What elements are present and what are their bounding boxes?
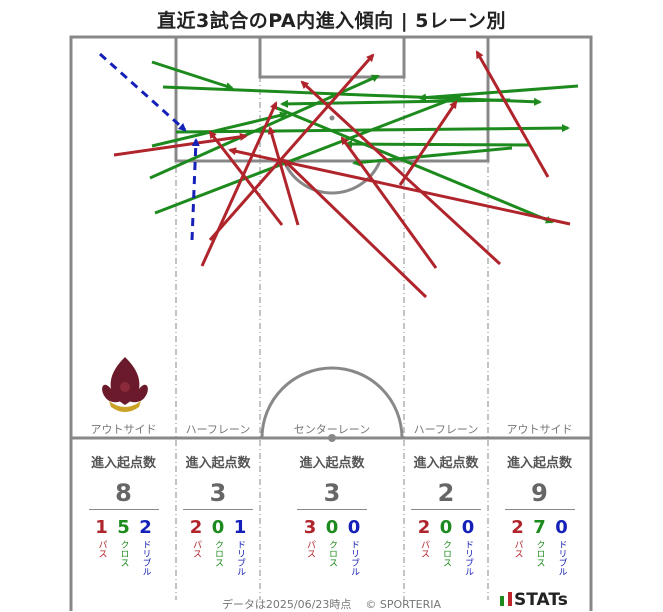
dribble-arrows — [99, 52, 200, 241]
pass-arrows — [113, 50, 571, 299]
pass-count: 2 — [511, 517, 524, 538]
dribble-count: 2 — [139, 517, 152, 538]
cross-count: 0 — [439, 517, 453, 538]
pass-label: パス — [96, 540, 107, 558]
stats-header: 進入起点数 — [185, 456, 251, 471]
brand-logo: STATs — [500, 590, 568, 610]
brand-text: STATs — [514, 590, 568, 610]
cross-label: クロス — [213, 540, 223, 567]
brand-bar-icon — [500, 596, 504, 606]
footer-date: データは2025/06/23時点 — [221, 598, 352, 611]
lane-stats-outside-left: 進入起点数 8 1 パス 5 クロス 2 ドリブル — [71, 452, 176, 576]
lane-stats-center: 進入起点数 3 3 パス 0 クロス 0 ドリブル — [260, 452, 404, 576]
cross-label: クロス — [441, 540, 451, 567]
dribble-label: ドリブル — [235, 540, 245, 576]
cross-count: 0 — [211, 517, 225, 538]
stats-header: 進入起点数 — [506, 456, 572, 471]
footer-copyright: © SPORTERIA — [365, 598, 442, 611]
stats-total: 8 — [88, 479, 159, 510]
stats-header: 進入起点数 — [299, 456, 365, 471]
lane-label-center: センターレーン — [293, 423, 371, 436]
pass-label: パス — [419, 540, 429, 558]
page-title: 直近3試合のPA内進入傾向 | 5レーン別 — [156, 10, 507, 32]
cross-label: クロス — [327, 540, 337, 567]
fleur-de-lis-crest — [102, 357, 148, 412]
lane-label-outside-right: アウトサイド — [506, 423, 573, 436]
dribble-label: ドリブル — [140, 540, 151, 576]
footer: データは2025/06/23時点 © SPORTERIA — [0, 596, 663, 612]
pass-count: 3 — [303, 517, 317, 538]
cross-count: 7 — [533, 517, 546, 538]
penalty-arc — [282, 160, 382, 195]
lane-stats-halfspace-right: 進入起点数 2 2 パス 0 クロス 0 ドリブル — [404, 452, 488, 576]
lane-label-outside-left: アウトサイド — [90, 423, 157, 436]
pass-count: 2 — [189, 517, 203, 538]
stats-total: 2 — [411, 479, 481, 510]
pass-label: パス — [512, 540, 523, 558]
dribble-label: ドリブル — [349, 540, 359, 576]
lane-stats-outside-right: 進入起点数 9 2 パス 7 クロス 0 ドリブル — [488, 452, 591, 576]
brand-bar-icon — [508, 592, 512, 606]
stats-total: 3 — [297, 479, 367, 510]
cross-label: クロス — [534, 540, 545, 567]
dribble-label: ドリブル — [556, 540, 567, 576]
cross-count: 0 — [325, 517, 339, 538]
pass-count: 2 — [417, 517, 431, 538]
dribble-count: 1 — [233, 517, 247, 538]
center-spot — [328, 434, 336, 442]
dribble-count: 0 — [555, 517, 568, 538]
lane-label-halfspace-right: ハーフレーン — [413, 423, 479, 436]
stats-total: 9 — [504, 479, 575, 510]
pass-label: パス — [305, 540, 315, 558]
stats-total: 3 — [183, 479, 253, 510]
dribble-label: ドリブル — [463, 540, 473, 576]
pass-count: 1 — [95, 517, 108, 538]
lane-stats-halfspace-left: 進入起点数 3 2 パス 0 クロス 1 ドリブル — [176, 452, 260, 576]
dribble-count: 0 — [347, 517, 361, 538]
dribble-count: 0 — [461, 517, 475, 538]
penalty-spot — [329, 115, 335, 121]
pass-label: パス — [191, 540, 201, 558]
stats-header: 進入起点数 — [90, 456, 156, 471]
stats-header: 進入起点数 — [413, 456, 479, 471]
cross-arrows — [149, 60, 579, 224]
cross-label: クロス — [118, 540, 129, 567]
center-circle — [260, 366, 404, 439]
goal-area — [258, 35, 406, 79]
cross-count: 5 — [117, 517, 130, 538]
lane-label-halfspace-left: ハーフレーン — [185, 423, 251, 436]
